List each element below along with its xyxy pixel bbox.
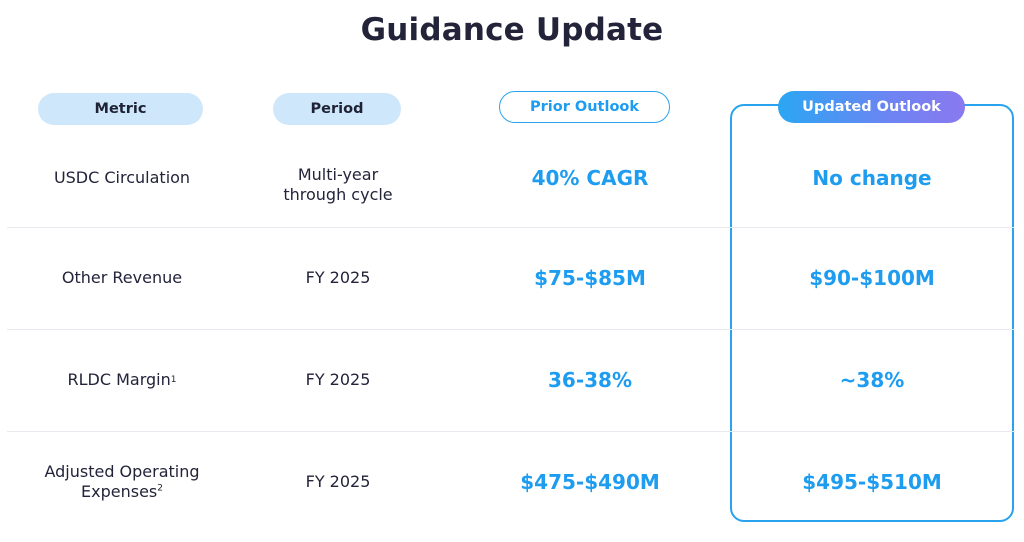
header-period: Period xyxy=(273,93,401,125)
row-divider xyxy=(7,227,1015,228)
row-divider xyxy=(7,329,1015,330)
table-row-updated: $495-$510M xyxy=(802,470,942,494)
row-divider xyxy=(7,431,1015,432)
page-title: Guidance Update xyxy=(360,12,664,48)
header-updated-outlook: Updated Outlook xyxy=(778,91,965,123)
table-row-period: FY 2025 xyxy=(305,472,371,491)
table-row-metric: USDC Circulation xyxy=(10,140,234,216)
table-row-metric: Adjusted Operating Expenses2 xyxy=(10,444,234,520)
table-row-prior: 36-38% xyxy=(547,368,632,392)
metric-label: Other Revenue xyxy=(61,268,183,287)
footnote-marker: 2 xyxy=(157,483,163,494)
table-row-prior: $475-$490M xyxy=(520,470,660,494)
table-row-updated: ~38% xyxy=(839,368,905,392)
table-row-metric: Other Revenue xyxy=(10,240,234,316)
table-row-updated: $90-$100M xyxy=(809,266,935,290)
metric-label: RLDC Margin xyxy=(67,370,171,389)
table-row-period: FY 2025 xyxy=(305,370,371,389)
table-row-prior: $75-$85M xyxy=(534,266,646,290)
header-prior-outlook: Prior Outlook xyxy=(499,91,670,123)
table-row-period: FY 2025 xyxy=(305,268,371,287)
table-row-period: Multi-year through cycle xyxy=(283,165,393,204)
metric-label: Adjusted Operating Expenses xyxy=(44,462,200,501)
table-row-metric: RLDC Margin 1 xyxy=(67,370,177,389)
table-row-updated: No change xyxy=(812,166,932,190)
metric-label: USDC Circulation xyxy=(53,168,191,187)
table-row-prior: 40% CAGR xyxy=(531,166,649,190)
header-metric: Metric xyxy=(38,93,203,125)
